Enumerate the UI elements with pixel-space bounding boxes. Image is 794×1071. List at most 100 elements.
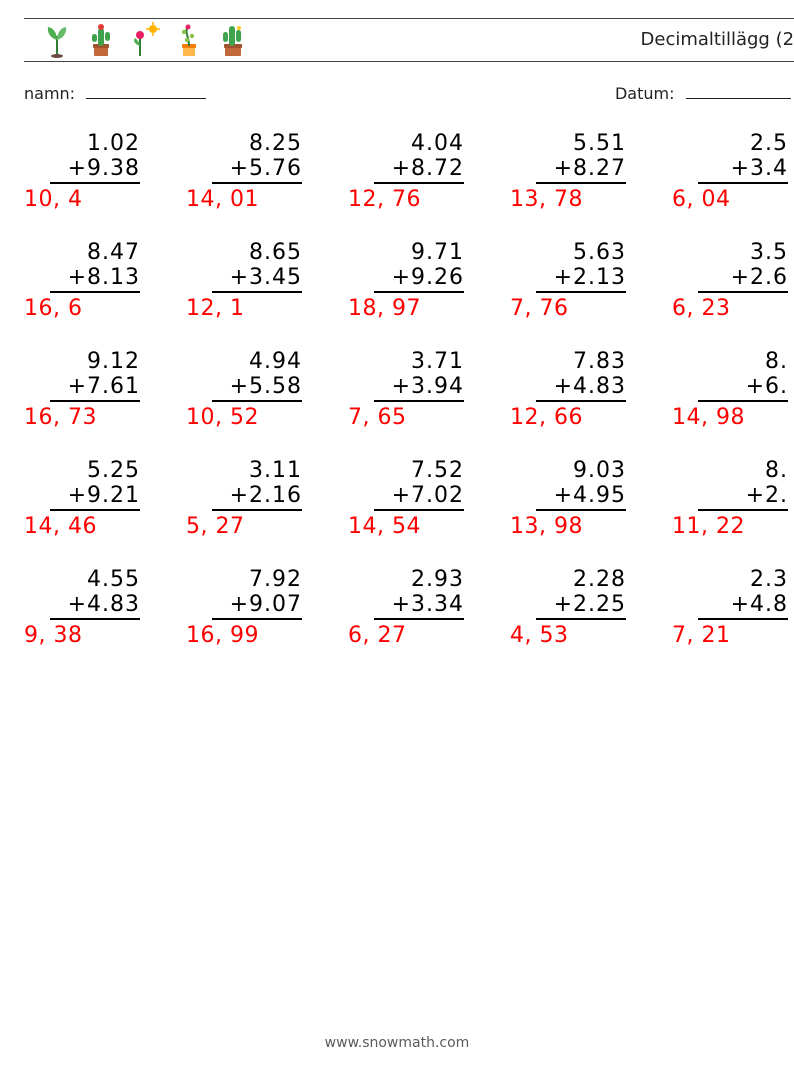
problem: 2.5+3.46, 04 <box>672 131 794 212</box>
problem-numbers: 4.94+5.58 <box>212 349 302 402</box>
addend-top: 3.71 <box>374 349 464 374</box>
problem-row: 1.02+9.3810, 48.25+5.7614, 014.04+8.7212… <box>24 131 794 212</box>
addend-top: 2.5 <box>698 131 788 156</box>
answer: 16, 73 <box>24 405 164 430</box>
answer: 7, 21 <box>672 623 794 648</box>
problem-numbers: 7.83+4.83 <box>536 349 626 402</box>
answer: 16, 6 <box>24 296 164 321</box>
addend-top: 3.11 <box>212 458 302 483</box>
addend-bottom: +2. <box>698 483 788 511</box>
problem: 4.55+4.83 9, 38 <box>24 567 180 648</box>
problem-numbers: 2.3+4.8 <box>698 567 788 620</box>
problem-numbers: 8.+6. <box>698 349 788 402</box>
addend-bottom: +5.76 <box>212 156 302 184</box>
problem: 3.71+3.94 7, 65 <box>348 349 504 430</box>
answer: 13, 98 <box>510 514 650 539</box>
answer: 10, 52 <box>186 405 326 430</box>
footer-url: www.snowmath.com <box>0 1035 794 1051</box>
problem-numbers: 8.+2. <box>698 458 788 511</box>
problem-numbers: 3.5+2.6 <box>698 240 788 293</box>
answer: 5, 27 <box>186 514 326 539</box>
addend-bottom: +9.21 <box>50 483 140 511</box>
problem: 7.83+4.83 12, 66 <box>510 349 666 430</box>
problem-row: 5.25+9.21 14, 46 3.11+2.16 5, 27 7.52+7.02 1… <box>24 458 794 539</box>
addend-bottom: +7.02 <box>374 483 464 511</box>
addend-top: 4.55 <box>50 567 140 592</box>
problem-row: 4.55+4.83 9, 387.92+9.0716, 992.93+3.34 … <box>24 567 794 648</box>
addend-bottom: +6. <box>698 374 788 402</box>
answer: 14, 46 <box>24 514 164 539</box>
problem: 4.04+8.72 12, 76 <box>348 131 504 212</box>
addend-bottom: +3.94 <box>374 374 464 402</box>
addend-top: 4.94 <box>212 349 302 374</box>
problem: 3.11+2.16 5, 27 <box>186 458 342 539</box>
answer: 10, 4 <box>24 187 164 212</box>
addend-top: 8.65 <box>212 240 302 265</box>
addend-bottom: +4.8 <box>698 592 788 620</box>
addend-top: 9.03 <box>536 458 626 483</box>
name-underline <box>86 85 206 99</box>
header-icons <box>42 22 248 58</box>
answer: 12, 76 <box>348 187 488 212</box>
cactus-pot-icon <box>86 22 116 58</box>
vine-pot-icon <box>174 22 204 58</box>
sprout-icon <box>42 22 72 58</box>
answer: 12, 1 <box>186 296 326 321</box>
addend-bottom: +8.13 <box>50 265 140 293</box>
worksheet-title: Decimaltillägg (2 siffror) <box>641 29 794 50</box>
problem-numbers: 4.55+4.83 <box>50 567 140 620</box>
addend-top: 2.93 <box>374 567 464 592</box>
date-label: Datum: <box>615 84 675 103</box>
answer: 14, 54 <box>348 514 488 539</box>
problem-numbers: 2.93+3.34 <box>374 567 464 620</box>
answer: 7, 76 <box>510 296 650 321</box>
addend-bottom: +2.25 <box>536 592 626 620</box>
addend-bottom: +2.13 <box>536 265 626 293</box>
answer: 14, 01 <box>186 187 326 212</box>
addend-top: 1.02 <box>50 131 140 156</box>
problem: 8.25+5.7614, 01 <box>186 131 342 212</box>
problem-row: 8.47+8.1316, 68.65+3.45 12, 19.71+9.2618… <box>24 240 794 321</box>
problem: 2.3+4.8 7, 21 <box>672 567 794 648</box>
answer: 13, 78 <box>510 187 650 212</box>
problem-numbers: 3.11+2.16 <box>212 458 302 511</box>
problem: 8.65+3.45 12, 1 <box>186 240 342 321</box>
problem-numbers: 8.65+3.45 <box>212 240 302 293</box>
answer: 9, 38 <box>24 623 164 648</box>
problem: 3.5+2.66, 23 <box>672 240 794 321</box>
addend-top: 9.71 <box>374 240 464 265</box>
problem: 8.+6.14, 98 <box>672 349 794 430</box>
addend-top: 7.83 <box>536 349 626 374</box>
addend-top: 3.5 <box>698 240 788 265</box>
problem-numbers: 5.25+9.21 <box>50 458 140 511</box>
answer: 18, 97 <box>348 296 488 321</box>
addend-bottom: +8.72 <box>374 156 464 184</box>
addend-top: 8. <box>698 458 788 483</box>
addend-top: 4.04 <box>374 131 464 156</box>
answer: 16, 99 <box>186 623 326 648</box>
problem: 9.12+7.6116, 73 <box>24 349 180 430</box>
problem: 9.03+4.95 13, 98 <box>510 458 666 539</box>
name-label: namn: <box>24 84 75 103</box>
problem: 5.25+9.21 14, 46 <box>24 458 180 539</box>
addend-top: 5.63 <box>536 240 626 265</box>
problem: 9.71+9.26 18, 97 <box>348 240 504 321</box>
problem-numbers: 9.71+9.26 <box>374 240 464 293</box>
addend-bottom: +3.34 <box>374 592 464 620</box>
addend-bottom: +8.27 <box>536 156 626 184</box>
problem-numbers: 9.03+4.95 <box>536 458 626 511</box>
problem: 7.92+9.0716, 99 <box>186 567 342 648</box>
addend-top: 5.25 <box>50 458 140 483</box>
answer: 12, 66 <box>510 405 650 430</box>
problem-numbers: 2.28+2.25 <box>536 567 626 620</box>
addend-bottom: +9.38 <box>50 156 140 184</box>
addend-top: 7.52 <box>374 458 464 483</box>
addend-bottom: +9.26 <box>374 265 464 293</box>
addend-top: 9.12 <box>50 349 140 374</box>
addend-bottom: +9.07 <box>212 592 302 620</box>
addend-bottom: +3.4 <box>698 156 788 184</box>
cacti-pot-icon <box>218 22 248 58</box>
problem: 8.+2.11, 22 <box>672 458 794 539</box>
problem-row: 9.12+7.6116, 73 4.94+5.58 10, 52 3.71+3.94 … <box>24 349 794 430</box>
addend-top: 8. <box>698 349 788 374</box>
